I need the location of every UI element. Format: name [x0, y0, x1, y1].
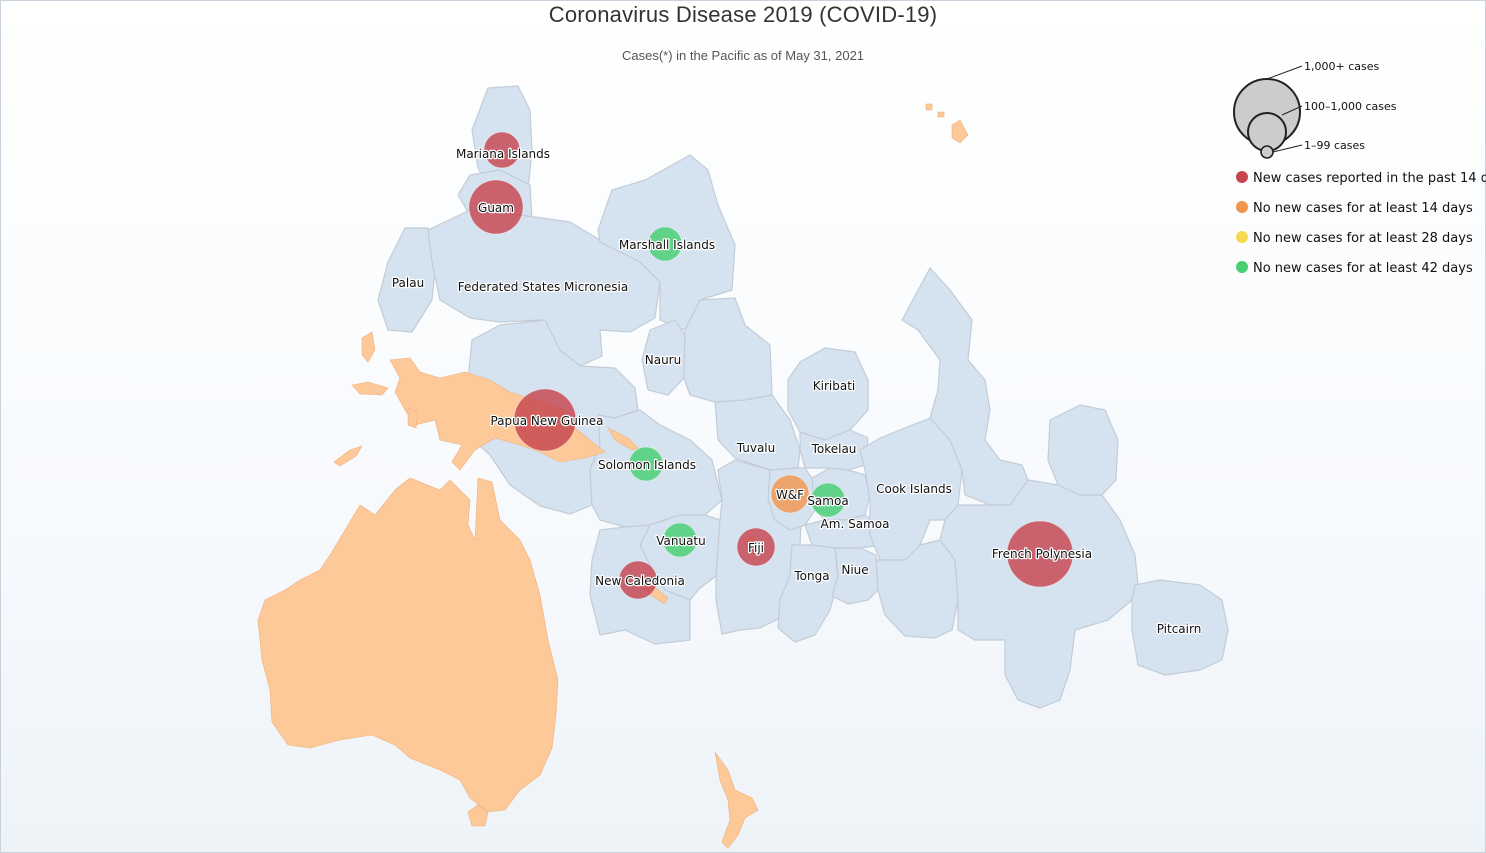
- label-solomon-islands: Solomon Islands: [598, 458, 696, 472]
- size-legend-label-100: 100–1,000 cases: [1304, 100, 1397, 113]
- label-fiji: Fiji: [748, 541, 764, 555]
- label-marshall-islands: Marshall Islands: [619, 238, 715, 252]
- tile-marquesas[interactable]: [1047, 404, 1119, 496]
- bubble-new-caledonia[interactable]: [618, 560, 658, 600]
- tile-tonga[interactable]: [777, 544, 839, 643]
- tile-fsm[interactable]: [427, 209, 661, 367]
- label-guam: Guam: [478, 201, 514, 215]
- label-samoa: Samoa: [807, 494, 848, 508]
- map-title: Coronavirus Disease 2019 (COVID-19): [548, 2, 938, 27]
- bubble-fiji[interactable]: [736, 527, 776, 567]
- legend-dot-red: [1236, 171, 1248, 183]
- bubble-mariana-islands[interactable]: [483, 131, 521, 169]
- bubble-vanuatu[interactable]: [662, 522, 698, 558]
- label-am-samoa: Am. Samoa: [821, 517, 890, 531]
- legend-label-green: No new cases for at least 42 days: [1253, 261, 1473, 276]
- bubble-solomon-islands[interactable]: [628, 446, 664, 482]
- legend-label-red: New cases reported in the past 14 days: [1253, 171, 1486, 186]
- size-legend: 1,000+ cases 100–1,000 cases 1–99 cases: [1233, 60, 1397, 159]
- map-subtitle: Cases(*) in the Pacific as of May 31, 20…: [621, 48, 865, 63]
- tile-tuvalu[interactable]: [714, 394, 801, 471]
- land-indonesia-1: [361, 331, 376, 363]
- legend-item-yellow[interactable]: No new cases for at least 28 days: [1236, 231, 1473, 246]
- label-papua-new-guinea: Papua New Guinea: [490, 414, 603, 428]
- legend-dot-orange: [1236, 201, 1248, 213]
- tile-gilbert[interactable]: [683, 297, 773, 403]
- label-niue: Niue: [841, 563, 868, 577]
- legend-label-orange: No new cases for at least 14 days: [1253, 201, 1473, 216]
- land-timor: [333, 445, 363, 467]
- tile-niue[interactable]: [831, 547, 879, 605]
- bubble-samoa[interactable]: [810, 482, 846, 518]
- land-australia: [257, 477, 559, 813]
- label-federated-states-micronesia: Federated States Micronesia: [458, 280, 629, 294]
- land-indonesia-3: [407, 407, 419, 429]
- land-hawaii-1: [951, 119, 969, 144]
- label-mariana-islands: Mariana Islands: [456, 147, 550, 161]
- legend-item-green[interactable]: No new cases for at least 42 days: [1236, 261, 1473, 276]
- size-legend-circle-small: [1260, 145, 1274, 159]
- tile-french-polynesia[interactable]: [939, 479, 1139, 709]
- label-pitcairn: Pitcairn: [1157, 622, 1202, 636]
- legend-label-yellow: No new cases for at least 28 days: [1253, 231, 1473, 246]
- land-new-zealand-north: [714, 751, 759, 849]
- label-tuvalu: Tuvalu: [736, 441, 776, 455]
- tile-pitcairn[interactable]: [1131, 579, 1229, 676]
- tile-tokelau[interactable]: [799, 429, 869, 471]
- label-cook-islands: Cook Islands: [876, 482, 952, 496]
- label-nauru: Nauru: [645, 353, 681, 367]
- land-tasmania: [467, 804, 489, 827]
- tile-cook-south[interactable]: [875, 539, 959, 639]
- land-solomons: [607, 427, 639, 451]
- bubble-w-f[interactable]: [770, 474, 810, 514]
- label-french-polynesia: French Polynesia: [992, 547, 1092, 561]
- land-hawaii-3: [937, 111, 945, 118]
- bubble-french-polynesia[interactable]: [1006, 520, 1074, 588]
- size-legend-label-1: 1–99 cases: [1304, 139, 1365, 152]
- bubble-papua-new-guinea[interactable]: [513, 388, 577, 452]
- label-tokelau: Tokelau: [811, 442, 857, 456]
- bubble-guam[interactable]: [468, 179, 524, 235]
- label-w-f: W&F: [776, 488, 804, 502]
- legend-item-orange[interactable]: No new cases for at least 14 days: [1236, 201, 1473, 216]
- bubble-marshall-islands[interactable]: [647, 226, 683, 262]
- size-legend-label-1000: 1,000+ cases: [1304, 60, 1379, 73]
- label-tonga: Tonga: [793, 569, 829, 583]
- tile-palau[interactable]: [377, 227, 437, 333]
- legend-item-red[interactable]: New cases reported in the past 14 days: [1236, 171, 1486, 186]
- tile-cook-islands[interactable]: [859, 417, 963, 561]
- tile-kiribati[interactable]: [787, 347, 869, 441]
- legend-dot-green: [1236, 261, 1248, 273]
- status-legend: New cases reported in the past 14 days N…: [1236, 171, 1486, 276]
- legend-dot-yellow: [1236, 231, 1248, 243]
- land-indonesia-2: [351, 381, 389, 396]
- land-hawaii-2: [925, 103, 933, 111]
- label-kiribati: Kiribati: [813, 379, 855, 393]
- tile-nauru[interactable]: [641, 319, 689, 396]
- label-vanuatu: Vanuatu: [656, 534, 706, 548]
- label-new-caledonia: New Caledonia: [595, 574, 685, 588]
- label-palau: Palau: [392, 276, 424, 290]
